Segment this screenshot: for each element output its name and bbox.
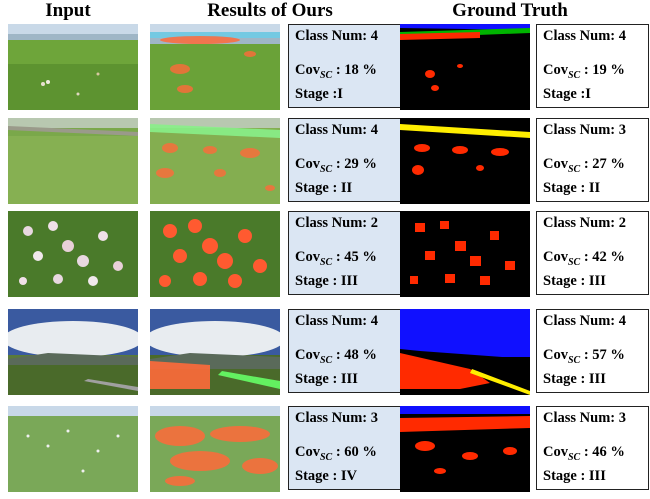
stage-text: Stage : III bbox=[295, 272, 358, 289]
figure-row-1: Class Num: 4 CovSC : 18 % Stage :I Class… bbox=[0, 24, 650, 110]
ours-stats-box-2: Class Num: 4 CovSC : 29 % Stage : II bbox=[288, 118, 401, 202]
header-ground-truth: Ground Truth bbox=[452, 0, 568, 21]
header-input: Input bbox=[45, 0, 91, 21]
stage-text: Stage : III bbox=[543, 272, 606, 289]
stage-text: Stage : IV bbox=[295, 467, 358, 484]
class-num-text: Class Num: 3 bbox=[543, 122, 626, 138]
gt-mask-4 bbox=[400, 309, 530, 395]
ours-stats-box-4: Class Num: 4 CovSC : 48 % Stage : III bbox=[288, 309, 401, 393]
figure-row-3: Class Num: 2 CovSC : 45 % Stage : III Cl… bbox=[0, 211, 650, 297]
gt-stats-box-5: Class Num: 3 CovSC : 46 % Stage : III bbox=[536, 406, 649, 490]
figure-row-4: Class Num: 4 CovSC : 48 % Stage : III Cl… bbox=[0, 309, 650, 395]
gt-mask-3 bbox=[400, 211, 530, 297]
ours-segmentation-5 bbox=[150, 406, 280, 492]
class-num-text: Class Num: 4 bbox=[295, 313, 378, 329]
stage-text: Stage : III bbox=[543, 370, 606, 387]
figure-row-2: Class Num: 4 CovSC : 29 % Stage : II Cla… bbox=[0, 118, 650, 204]
stage-text: Stage : III bbox=[543, 467, 606, 484]
gt-mask-1 bbox=[400, 24, 530, 110]
gt-mask-5 bbox=[400, 406, 530, 492]
input-photo-1 bbox=[8, 24, 138, 110]
coverage-text: CovSC : 57 % bbox=[543, 347, 625, 366]
class-num-text: Class Num: 3 bbox=[295, 410, 378, 426]
coverage-text: CovSC : 42 % bbox=[543, 249, 625, 268]
coverage-text: CovSC : 18 % bbox=[295, 62, 377, 81]
class-num-text: Class Num: 2 bbox=[295, 215, 378, 231]
stage-text: Stage : III bbox=[295, 370, 358, 387]
coverage-text: CovSC : 29 % bbox=[295, 156, 377, 175]
ours-segmentation-1 bbox=[150, 24, 280, 110]
ours-segmentation-2 bbox=[150, 118, 280, 204]
coverage-text: CovSC : 27 % bbox=[543, 156, 625, 175]
header-results-of-ours: Results of Ours bbox=[207, 0, 333, 21]
stage-text: Stage :I bbox=[543, 85, 591, 102]
stage-text: Stage : II bbox=[295, 179, 353, 196]
ours-segmentation-3 bbox=[150, 211, 280, 297]
stage-text: Stage :I bbox=[295, 85, 343, 102]
class-num-text: Class Num: 4 bbox=[295, 122, 378, 138]
figure-row-5: Class Num: 3 CovSC : 60 % Stage : IV Cla… bbox=[0, 406, 650, 492]
input-photo-4 bbox=[8, 309, 138, 395]
class-num-text: Class Num: 4 bbox=[543, 313, 626, 329]
ours-stats-box-3: Class Num: 2 CovSC : 45 % Stage : III bbox=[288, 211, 401, 295]
coverage-text: CovSC : 46 % bbox=[543, 444, 625, 463]
gt-stats-box-3: Class Num: 2 CovSC : 42 % Stage : III bbox=[536, 211, 649, 295]
ours-stats-box-5: Class Num: 3 CovSC : 60 % Stage : IV bbox=[288, 406, 401, 490]
coverage-text: CovSC : 48 % bbox=[295, 347, 377, 366]
ours-segmentation-4 bbox=[150, 309, 280, 395]
gt-mask-2 bbox=[400, 118, 530, 204]
coverage-text: CovSC : 60 % bbox=[295, 444, 377, 463]
coverage-text: CovSC : 19 % bbox=[543, 62, 625, 81]
stage-text: Stage : II bbox=[543, 179, 601, 196]
coverage-text: CovSC : 45 % bbox=[295, 249, 377, 268]
gt-stats-box-1: Class Num: 4 CovSC : 19 % Stage :I bbox=[536, 24, 649, 108]
class-num-text: Class Num: 4 bbox=[543, 28, 626, 44]
gt-stats-box-4: Class Num: 4 CovSC : 57 % Stage : III bbox=[536, 309, 649, 393]
input-photo-3 bbox=[8, 211, 138, 297]
ours-stats-box-1: Class Num: 4 CovSC : 18 % Stage :I bbox=[288, 24, 401, 108]
class-num-text: Class Num: 4 bbox=[295, 28, 378, 44]
gt-stats-box-2: Class Num: 3 CovSC : 27 % Stage : II bbox=[536, 118, 649, 202]
input-photo-2 bbox=[8, 118, 138, 204]
class-num-text: Class Num: 3 bbox=[543, 410, 626, 426]
class-num-text: Class Num: 2 bbox=[543, 215, 626, 231]
input-photo-5 bbox=[8, 406, 138, 492]
